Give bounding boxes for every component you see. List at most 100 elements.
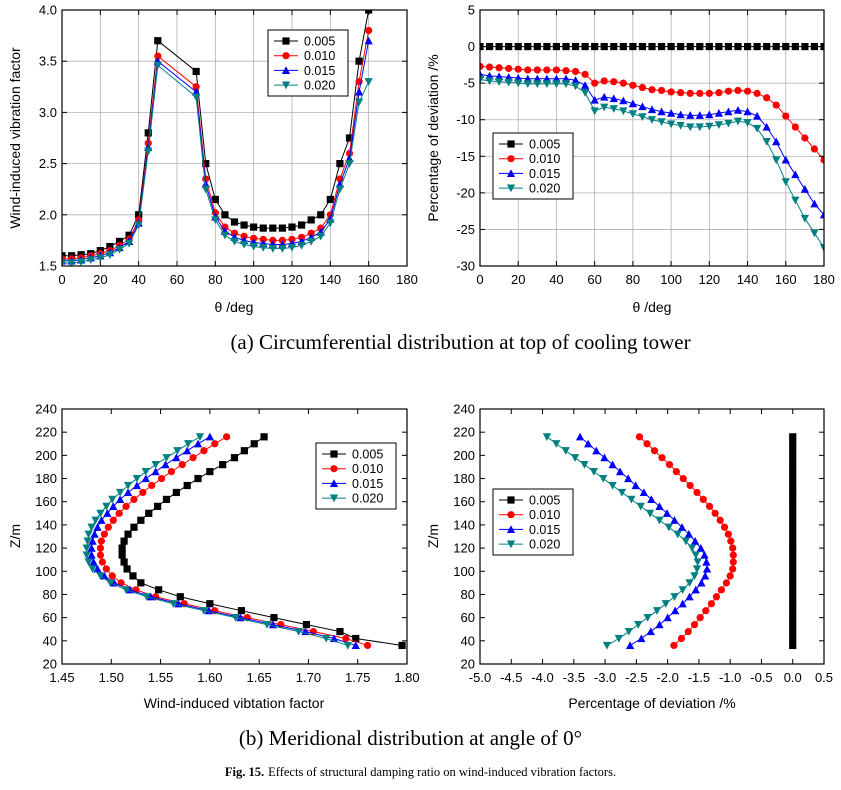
x-axis-title: θ /deg — [215, 299, 254, 315]
data-point-0.005 — [789, 461, 797, 469]
data-point-0.005 — [137, 579, 145, 587]
data-point-0.015 — [677, 523, 687, 531]
x-tick-label: 100 — [243, 272, 265, 287]
data-point-0.015 — [172, 453, 181, 462]
data-point-0.005 — [610, 42, 618, 51]
data-point-0.010 — [820, 156, 824, 164]
data-point-0.005 — [118, 544, 126, 552]
data-point-0.005 — [192, 67, 200, 76]
data-point-0.010 — [148, 481, 156, 490]
data-point-0.005 — [336, 160, 344, 168]
data-point-0.015 — [702, 564, 712, 573]
data-point-0.015 — [684, 530, 694, 538]
data-point-0.020 — [106, 579, 115, 588]
x-tick-label: 180 — [813, 272, 835, 287]
data-point-0.020 — [791, 196, 800, 205]
x-axis-title: θ /deg — [633, 299, 672, 315]
data-point-0.005 — [118, 551, 126, 559]
x-tick-label: 140 — [737, 272, 759, 287]
data-point-0.005 — [155, 586, 163, 594]
y-tick-label: 200 — [453, 448, 475, 463]
data-point-0.005 — [789, 634, 797, 643]
data-point-0.005 — [724, 42, 733, 51]
data-point-0.015 — [810, 199, 819, 208]
data-point-0.010 — [648, 86, 656, 94]
data-point-0.020 — [690, 572, 699, 581]
data-point-0.010 — [223, 433, 231, 441]
y-axis-title: Wind-induced vibration factor — [7, 47, 23, 229]
data-point-0.020 — [624, 627, 633, 636]
data-point-0.015 — [619, 96, 628, 105]
data-point-0.010 — [696, 614, 704, 622]
data-point-0.020 — [162, 454, 171, 462]
legend-marker-0.020 — [506, 184, 516, 193]
data-point-0.020 — [670, 593, 679, 601]
data-point-0.005 — [240, 221, 248, 229]
data-point-0.020 — [638, 113, 647, 121]
x-tick-label: 60 — [170, 272, 184, 287]
data-point-0.005 — [505, 42, 513, 51]
data-point-0.005 — [581, 42, 589, 51]
data-point-0.015 — [702, 557, 711, 566]
data-point-0.020 — [151, 461, 160, 469]
x-tick-label: -1.0 — [719, 670, 741, 685]
data-point-0.005 — [789, 454, 797, 462]
legend-label-0.010: 0.010 — [529, 508, 560, 522]
data-point-0.015 — [724, 107, 733, 116]
data-point-0.005 — [485, 42, 494, 51]
data-point-0.020 — [600, 103, 609, 112]
x-tick-label: 160 — [358, 272, 380, 287]
data-point-0.015 — [110, 578, 119, 587]
data-point-0.015 — [670, 516, 679, 524]
x-tick-label: 140 — [319, 272, 341, 287]
y-tick-label: 140 — [35, 517, 57, 532]
legend-marker-0.005 — [507, 496, 515, 504]
data-point-0.005 — [753, 42, 761, 51]
legend-marker-0.020 — [281, 81, 291, 90]
data-point-0.010 — [667, 88, 675, 96]
data-point-0.005 — [514, 42, 522, 51]
data-point-0.005 — [183, 481, 191, 490]
data-point-0.005 — [106, 242, 114, 251]
data-point-0.005 — [144, 129, 152, 137]
data-point-0.015 — [637, 634, 646, 643]
data-point-0.010 — [157, 474, 166, 483]
data-point-0.020 — [692, 565, 702, 574]
data-point-0.010 — [699, 495, 707, 504]
data-point-0.010 — [552, 66, 561, 74]
data-point-0.015 — [662, 509, 672, 517]
data-point-0.010 — [600, 77, 608, 85]
data-point-0.015 — [87, 550, 96, 559]
data-point-0.010 — [480, 62, 484, 70]
data-point-0.010 — [810, 145, 819, 153]
x-tick-label: -4.0 — [531, 670, 553, 685]
data-point-0.005 — [124, 530, 132, 538]
y-tick-label: 60 — [461, 610, 475, 625]
data-point-0.015 — [705, 110, 714, 119]
data-point-0.010 — [763, 94, 771, 102]
data-point-0.005 — [307, 216, 315, 224]
data-point-0.005 — [810, 42, 819, 51]
data-point-0.015 — [631, 481, 640, 490]
data-point-0.015 — [714, 108, 724, 117]
legend-label-0.010: 0.010 — [529, 152, 560, 166]
data-point-0.015 — [571, 76, 580, 84]
data-point-0.020 — [278, 244, 287, 253]
axes-frame — [61, 9, 408, 267]
data-point-0.010 — [363, 641, 372, 650]
data-point-0.015 — [819, 210, 824, 219]
data-point-0.020 — [82, 551, 91, 560]
data-point-0.005 — [154, 37, 162, 45]
data-point-0.005 — [743, 42, 752, 51]
data-point-0.005 — [789, 544, 797, 552]
data-point-0.010 — [98, 558, 107, 566]
legend-marker-0.015 — [329, 479, 339, 487]
y-tick-label: 160 — [453, 494, 475, 509]
data-point-0.005 — [202, 160, 210, 168]
data-point-0.020 — [91, 516, 100, 525]
figure-caption: Fig. 15. Effects of structural damping ra… — [0, 765, 841, 780]
data-point-0.020 — [634, 620, 643, 629]
legend-label-0.020: 0.020 — [529, 538, 560, 552]
x-tick-label: 1.80 — [394, 670, 419, 685]
x-tick-label: 1.50 — [99, 670, 124, 685]
